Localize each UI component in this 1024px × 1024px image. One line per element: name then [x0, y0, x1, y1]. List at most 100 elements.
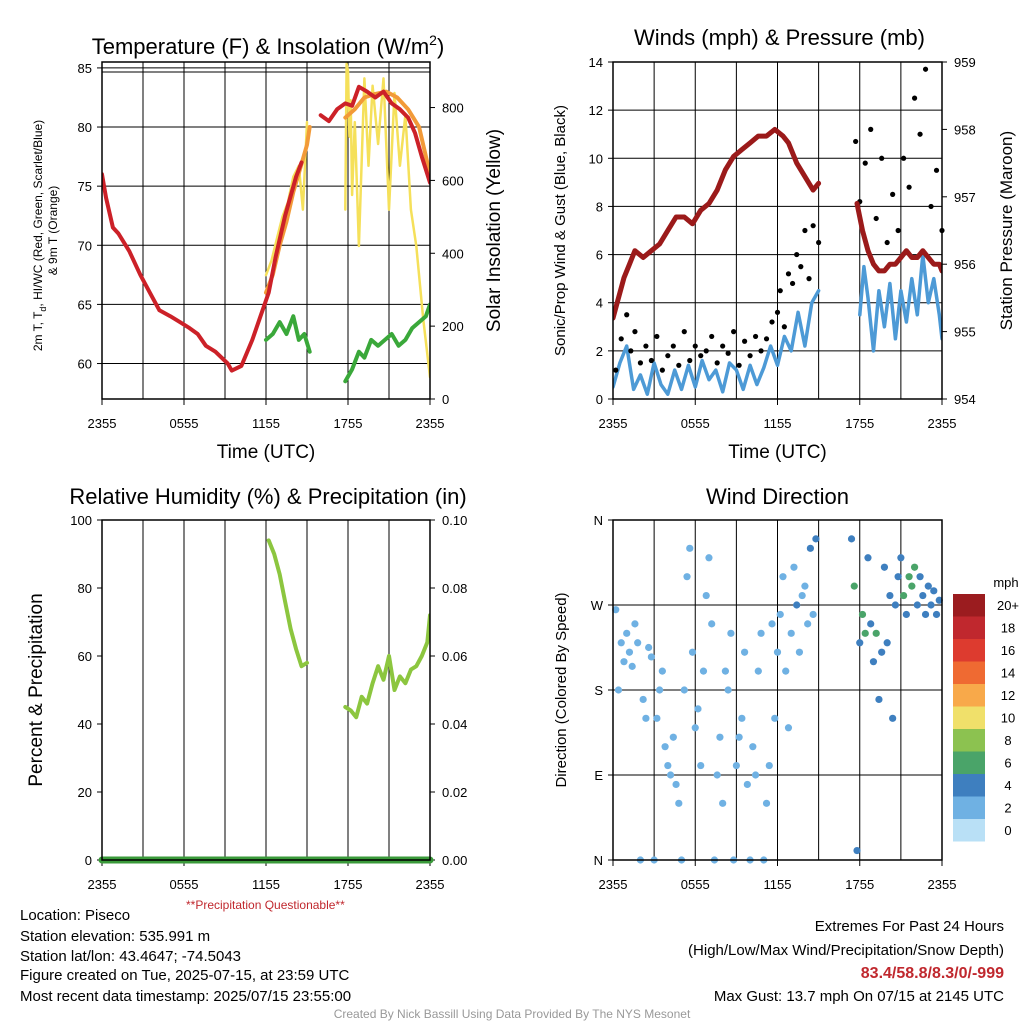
gust-point — [643, 343, 649, 349]
dir-ylabel: Direction (Colored By Speed) — [553, 592, 570, 787]
wind-direction-point — [847, 535, 856, 543]
wind-y2tick-label: 958 — [954, 122, 976, 137]
wind-direction-point — [647, 653, 655, 661]
wind-direction-point — [686, 544, 694, 552]
colorbar-swatch — [953, 594, 985, 617]
wind-direction-point — [913, 601, 921, 609]
wind-ytick-label: 0 — [596, 392, 603, 407]
wind-direction-point — [798, 591, 806, 600]
wind-direction-point — [625, 648, 634, 656]
rh-xtick-label: 0555 — [170, 877, 199, 892]
temp-2m-line — [318, 84, 430, 185]
wind-direction-point — [886, 591, 894, 600]
dir-xtick-label: 2355 — [599, 877, 628, 892]
temp-2m-line — [102, 160, 304, 373]
colorbar-label: 10 — [1001, 711, 1015, 726]
wind-direction-point — [631, 620, 639, 628]
wind-direction-point — [697, 761, 705, 770]
pressure-line — [613, 126, 822, 321]
wind-direction-point — [771, 714, 779, 722]
wind-direction-point — [850, 582, 858, 590]
colorbar-swatch — [953, 616, 985, 639]
rh-line — [343, 613, 430, 720]
wind-direction-point — [628, 662, 636, 670]
temp-xtick-label: 1155 — [252, 416, 280, 431]
wind-xtick-label: 0555 — [681, 416, 710, 431]
gust-point — [769, 319, 775, 325]
wind-ytick-label: 6 — [596, 248, 603, 263]
temp-xtick-label: 0555 — [170, 416, 199, 431]
wind-direction-point — [614, 686, 623, 694]
wind-direction-point — [875, 695, 883, 704]
colorbar-label: 18 — [1001, 621, 1015, 636]
gust-point — [687, 357, 693, 364]
wind-direction-point — [858, 610, 867, 619]
wind-ylabel: Sonic/Prop Wind & Gust (Blue, Black) — [552, 105, 569, 356]
wind-y2tick-label: 954 — [954, 392, 976, 407]
wind-direction-point — [642, 714, 650, 722]
wind-direction-point — [869, 658, 878, 666]
wind-direction-point — [765, 761, 773, 770]
temp-y2tick-label: 200 — [442, 319, 464, 334]
temp-xtick-label: 2355 — [416, 416, 445, 431]
colorbar-label: 12 — [1001, 688, 1015, 703]
wind-direction-point — [683, 573, 691, 581]
gust-point — [720, 343, 726, 349]
wind-y2tick-label: 956 — [954, 257, 976, 272]
gust-point — [922, 66, 929, 72]
wind-direction-point — [738, 714, 746, 722]
credit-line: Created By Nick Bassill Using Data Provi… — [333, 1007, 691, 1021]
gust-point — [714, 360, 720, 366]
footer-location: Location: Piseco — [20, 907, 131, 924]
gust-point — [692, 343, 698, 349]
wind-ytick-label: 14 — [589, 55, 603, 70]
colorbar-label: 20+ — [997, 598, 1019, 613]
wind-ytick-label: 8 — [596, 199, 603, 214]
rh-panel: 0 20 40 60 80 100 0.00 0.02 0.04 0.06 0.08 0.10 2355… — [70, 513, 467, 892]
temp-ytick-label: 65 — [78, 297, 92, 312]
temp-ylabel-part: 2m T, T — [31, 311, 45, 351]
gust-point — [794, 251, 800, 258]
rh-y2tick-label: 0.02 — [442, 785, 467, 800]
wind-direction-point — [927, 601, 935, 609]
wind-direction-point — [889, 714, 897, 722]
wind-direction-point — [705, 554, 713, 562]
wind-direction-point — [801, 582, 809, 590]
gust-point — [659, 367, 665, 373]
wind-xtick-label: 1155 — [764, 416, 792, 431]
wind-direction-point — [932, 610, 941, 619]
gust-point — [637, 360, 644, 366]
wind-direction-point — [921, 610, 930, 619]
wind-direction-point — [856, 639, 864, 647]
precip-questionable-note: **Precipitation Questionable** — [186, 898, 345, 912]
gust-point — [703, 348, 709, 354]
rh-ytick-label: 60 — [78, 649, 92, 664]
wind-direction-point — [672, 780, 680, 789]
colorbar-swatch — [953, 706, 985, 729]
gust-point — [628, 348, 634, 354]
wind-direction-point — [883, 639, 891, 647]
wind-direction-point — [754, 667, 762, 675]
wind-direction-point — [656, 686, 664, 694]
gust-point — [928, 203, 934, 210]
temp-xlabel: Time (UTC) — [217, 442, 316, 463]
rh-title: Relative Humidity (%) & Precipitation (i… — [69, 484, 466, 509]
wind-direction-point — [793, 601, 801, 609]
gust-point — [736, 362, 742, 368]
gust-point — [670, 343, 676, 349]
wind-direction-point — [790, 563, 798, 571]
wind-direction-point — [864, 554, 872, 562]
wind-direction-point — [751, 771, 760, 779]
colorbar-label: 2 — [1004, 801, 1011, 816]
wind-ytick-label: 4 — [596, 296, 603, 311]
colorbar: mph 20+ 18 16 14 12 10 8 6 4 2 0 — [953, 575, 1019, 842]
wind-speed-line — [858, 252, 942, 353]
wind-direction-point — [806, 544, 815, 552]
gust-point — [906, 184, 912, 190]
wind-y2label: Station Pressure (Maroon) — [997, 131, 1016, 330]
wind-direction-point — [721, 667, 730, 675]
wind-direction-point — [924, 582, 932, 590]
rh-xtick-label: 1155 — [252, 877, 280, 892]
colorbar-label: 0 — [1004, 823, 1011, 838]
temp-title-close: ) — [437, 34, 444, 59]
